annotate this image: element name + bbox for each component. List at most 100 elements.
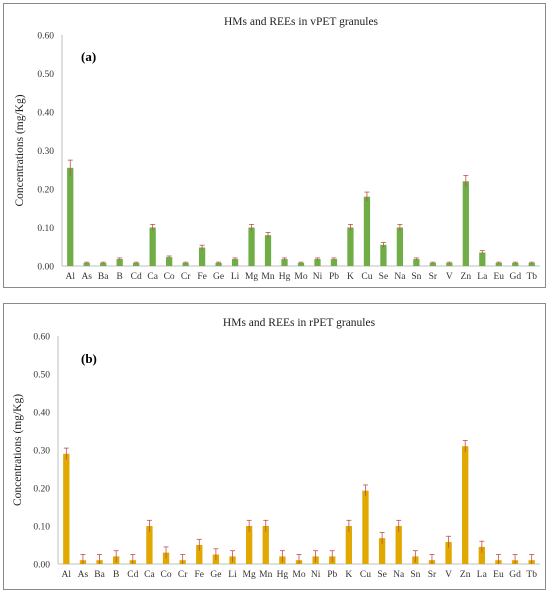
bar-ge [215, 262, 222, 266]
x-tick-label: Mo [292, 570, 305, 580]
x-tick-label: As [78, 570, 89, 580]
bar-mn [264, 235, 272, 266]
x-tick-label: Sn [411, 272, 421, 282]
x-tick-label: V [446, 272, 453, 282]
bar-mg [245, 526, 253, 564]
x-tick-label: Co [160, 570, 171, 580]
x-tick-label: Cr [178, 570, 188, 580]
x-tick-label: Al [65, 272, 75, 282]
bar-mo [297, 262, 305, 266]
x-tick-label: Sn [410, 570, 420, 580]
x-tick-label: Se [377, 570, 387, 580]
x-tick-label: Co [164, 272, 175, 282]
x-tick-label: Na [393, 570, 405, 580]
x-tick-label: Cu [361, 272, 372, 282]
bar-b [116, 259, 123, 266]
x-tick-label: Fe [195, 570, 205, 580]
x-tick-label: Ni [313, 272, 323, 282]
x-tick-label: Li [228, 570, 237, 580]
bar-la [478, 546, 485, 564]
bar-na [396, 227, 404, 266]
panel-label: (b) [81, 351, 97, 366]
x-tick-label: K [347, 272, 354, 282]
bar-k [347, 227, 354, 266]
bar-gd [512, 262, 519, 266]
y-tick-label: 0.00 [37, 263, 54, 273]
x-tick-label: Ba [98, 272, 109, 282]
bar-zn [462, 446, 469, 564]
x-tick-label: Tb [526, 272, 537, 282]
chart-title: HMs and REEs in vPET granules [224, 16, 379, 28]
x-tick-label: Cd [131, 272, 142, 282]
y-tick-label: 0.40 [37, 109, 54, 119]
x-tick-label: La [477, 570, 488, 580]
bar-tb [528, 262, 535, 266]
y-tick-label: 0.20 [37, 186, 54, 196]
x-tick-label: B [117, 272, 123, 282]
bar-eu [495, 262, 502, 266]
x-tick-label: Li [231, 272, 240, 282]
x-tick-label: Tb [526, 570, 537, 580]
x-tick-label: Sr [429, 272, 438, 282]
x-tick-label: Sr [428, 570, 437, 580]
bar-fe [196, 545, 203, 564]
x-tick-label: La [477, 272, 488, 282]
bar-v [445, 541, 452, 564]
bar-na [395, 526, 402, 564]
bar-v [446, 262, 453, 266]
x-tick-label: Zn [461, 272, 472, 282]
y-tick-label: 0.30 [37, 147, 54, 157]
x-tick-label: Cu [360, 570, 371, 580]
x-tick-label: Fe [197, 272, 207, 282]
x-tick-label: Ca [147, 272, 158, 282]
bar-se [378, 538, 386, 564]
x-tick-label: Al [62, 570, 72, 580]
y-tick-label: 0.10 [33, 523, 50, 533]
x-tick-label: Cd [127, 570, 138, 580]
bar-mn [262, 526, 269, 564]
y-tick-label: 0.50 [33, 371, 50, 381]
x-tick-label: B [113, 570, 119, 580]
bar-co [166, 257, 173, 266]
bar-as [83, 262, 90, 266]
x-tick-label: Cr [181, 272, 191, 282]
x-tick-label: Gd [509, 570, 521, 580]
bar-ca [146, 526, 153, 564]
y-tick-label: 0.20 [33, 485, 50, 495]
chart-b-svg: HMs and REEs in rPET granules (b) Concentr… [12, 317, 540, 580]
x-tick-label: K [345, 570, 352, 580]
bar-al [67, 167, 74, 266]
x-tick-label: Hg [277, 570, 289, 580]
y-tick-label: 0.60 [33, 333, 50, 343]
chart-panel-a: HMs and REEs in vPET granules (a) Concentr… [3, 3, 546, 288]
bar-se [380, 244, 387, 266]
bar-li [231, 259, 239, 266]
x-tick-label: Na [394, 272, 406, 282]
x-tick-label: Mn [259, 570, 272, 580]
y-axis-label: Concentrations (mg/Kg) [14, 94, 26, 206]
x-tick-label: Se [379, 272, 389, 282]
x-tick-label: Pb [329, 272, 339, 282]
x-tick-label: Mn [261, 272, 274, 282]
bar-al [63, 453, 70, 564]
bar-zn [462, 181, 469, 266]
x-tick-label: Ge [213, 272, 224, 282]
bar-ba [100, 262, 107, 266]
bar-pb [330, 259, 338, 266]
x-tick-label: Gd [509, 272, 521, 282]
panel-label: (a) [81, 49, 96, 64]
y-tick-label: 0.50 [37, 70, 54, 80]
bar-hg [281, 259, 288, 266]
bar-cd [133, 262, 140, 266]
y-tick-label: 0.60 [37, 32, 54, 42]
x-tick-label: Pb [327, 570, 337, 580]
bar-sn [413, 259, 420, 266]
x-tick-label: Mg [245, 272, 258, 282]
bar-cr [182, 262, 189, 266]
x-tick-label: Ba [94, 570, 105, 580]
x-tick-label: Mg [243, 570, 256, 580]
bar-fe [198, 247, 206, 266]
x-tick-label: Eu [493, 570, 504, 580]
bar-k [345, 526, 353, 564]
x-tick-label: V [445, 570, 452, 580]
